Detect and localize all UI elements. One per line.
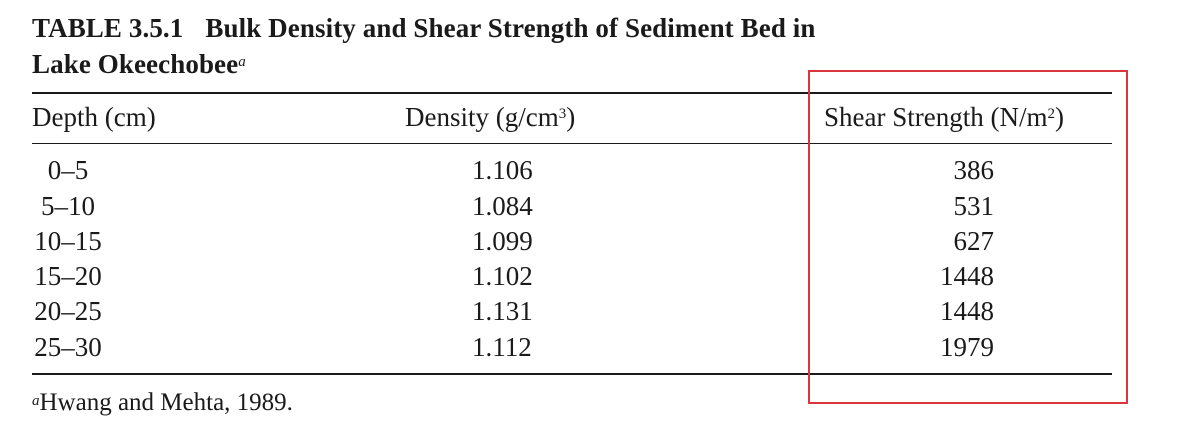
shear-cell: 1979 (940, 332, 994, 362)
density-cell: 1.099 (472, 226, 533, 256)
shear-cell: 386 (953, 155, 995, 185)
bottom-rule (32, 373, 1112, 375)
header-rule (32, 143, 1112, 144)
table-title: TABLE 3.5.1 Bulk Density and Shear Streng… (32, 10, 1032, 82)
table-number: TABLE 3.5.1 (32, 13, 184, 43)
shear-cell: 531 (953, 191, 995, 221)
density-cell: 1.084 (472, 191, 533, 221)
table-footnote: aHwang and Mehta, 1989. (32, 386, 293, 420)
header-shear-close: ) (1054, 102, 1064, 132)
footnote-text: Hwang and Mehta, 1989. (39, 389, 293, 416)
depth-cell: 5–10 (41, 191, 95, 221)
depth-cell: 15–20 (34, 261, 102, 291)
header-density: Density (g/cm3) (405, 100, 575, 134)
header-shear-exponent: 2 (1047, 106, 1055, 122)
highlight-box (808, 70, 1128, 404)
density-cell: 1.106 (472, 155, 533, 185)
table-title-line1: Bulk Density and Shear Strength of Sedim… (205, 13, 816, 43)
header-depth: Depth (cm) (32, 102, 156, 132)
header-density-close: ) (566, 102, 576, 132)
density-cell: 1.102 (472, 261, 533, 291)
shear-cell: 1448 (940, 296, 994, 326)
density-cell: 1.131 (472, 296, 533, 326)
table-title-line2: Lake Okeechobee (32, 49, 239, 79)
header-density-exponent: 3 (558, 106, 567, 122)
density-cell: 1.112 (472, 332, 532, 362)
header-shear-strength: Shear Strength (N/m2) (824, 100, 1064, 134)
header-density-text: Density (g/cm (405, 102, 559, 132)
depth-cell: 25–30 (34, 332, 102, 362)
title-footnote-mark: a (238, 54, 246, 70)
depth-cell: 20–25 (34, 296, 102, 326)
shear-cell: 1448 (940, 261, 994, 291)
header-shear-text: Shear Strength (N/m (824, 102, 1048, 132)
footnote-mark: a (32, 393, 40, 409)
shear-cell: 627 (953, 226, 995, 256)
top-rule (32, 92, 1112, 94)
depth-cell: 10–15 (34, 226, 102, 256)
depth-cell: 0–5 (47, 155, 89, 185)
